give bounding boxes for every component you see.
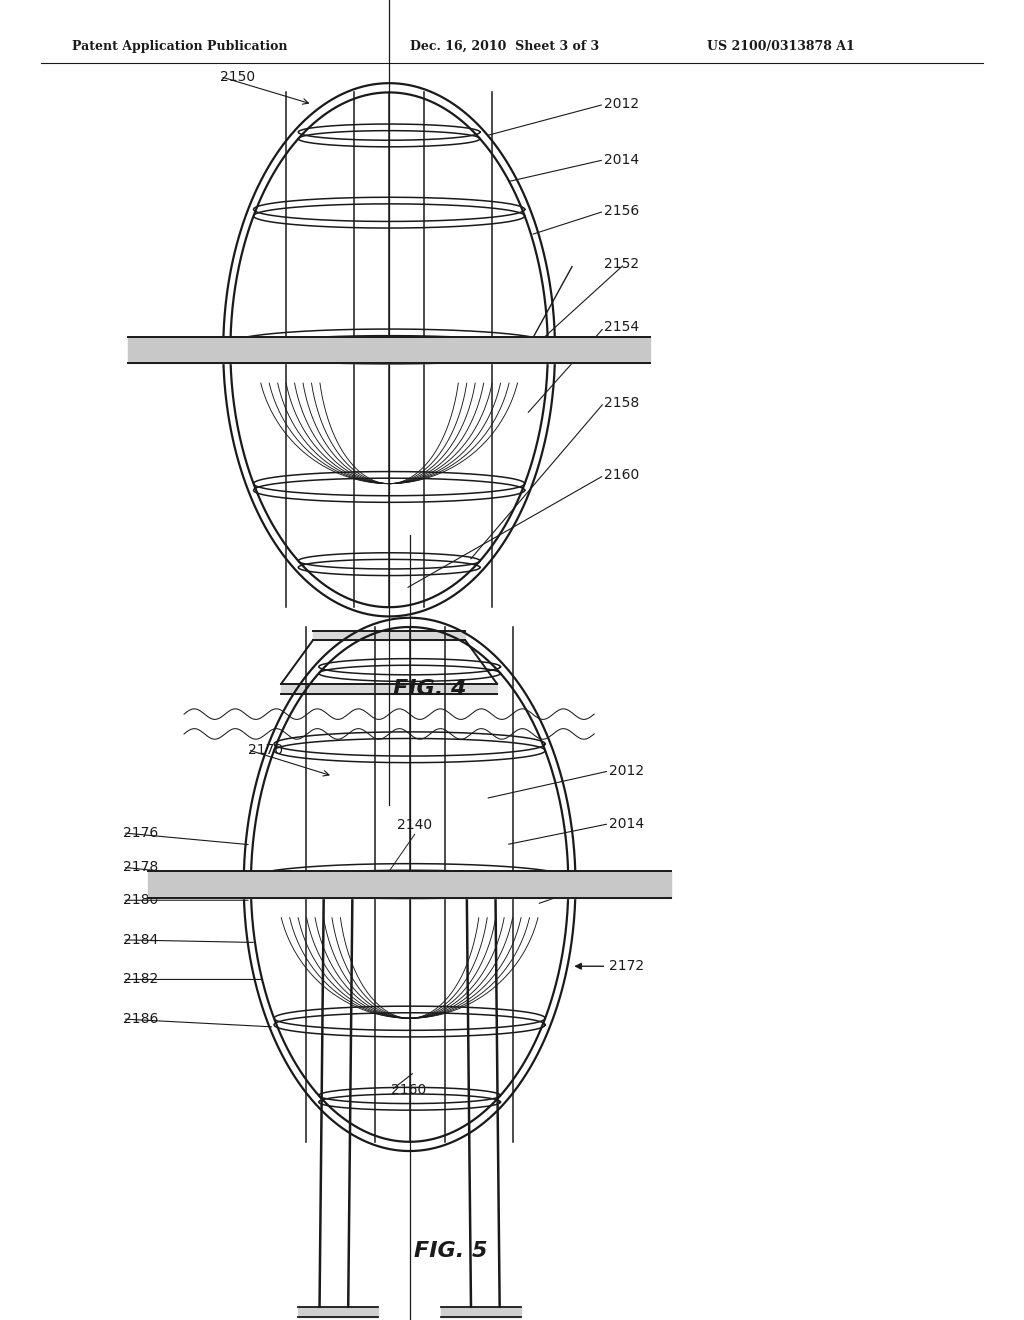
Text: 2158: 2158 — [604, 396, 639, 409]
Text: 2186: 2186 — [123, 1012, 159, 1026]
Text: 2180: 2180 — [123, 894, 158, 907]
Text: 2014: 2014 — [604, 153, 639, 166]
Text: US 2100/0313878 A1: US 2100/0313878 A1 — [707, 40, 854, 53]
Text: 2170: 2170 — [248, 743, 283, 756]
Text: 2152: 2152 — [604, 257, 639, 271]
Text: 2172: 2172 — [609, 960, 644, 973]
Text: 2014: 2014 — [609, 817, 644, 830]
Text: FIG. 4: FIG. 4 — [393, 678, 467, 700]
Text: Patent Application Publication: Patent Application Publication — [72, 40, 287, 53]
Text: 2154: 2154 — [604, 321, 639, 334]
Text: 2160: 2160 — [391, 1084, 426, 1097]
Text: 2174: 2174 — [609, 873, 644, 886]
Text: 2156: 2156 — [604, 205, 639, 218]
Text: 2012: 2012 — [604, 98, 639, 111]
Text: FIG. 5: FIG. 5 — [414, 1241, 487, 1262]
Text: 2150: 2150 — [220, 70, 255, 83]
Text: 2184: 2184 — [123, 933, 158, 946]
Text: 2178: 2178 — [123, 861, 158, 874]
Text: 2182: 2182 — [123, 973, 158, 986]
Text: 2160: 2160 — [604, 469, 639, 482]
Text: 2176: 2176 — [123, 826, 158, 840]
Text: 2012: 2012 — [609, 764, 644, 777]
Text: 2140: 2140 — [397, 818, 432, 832]
Text: Dec. 16, 2010  Sheet 3 of 3: Dec. 16, 2010 Sheet 3 of 3 — [410, 40, 599, 53]
